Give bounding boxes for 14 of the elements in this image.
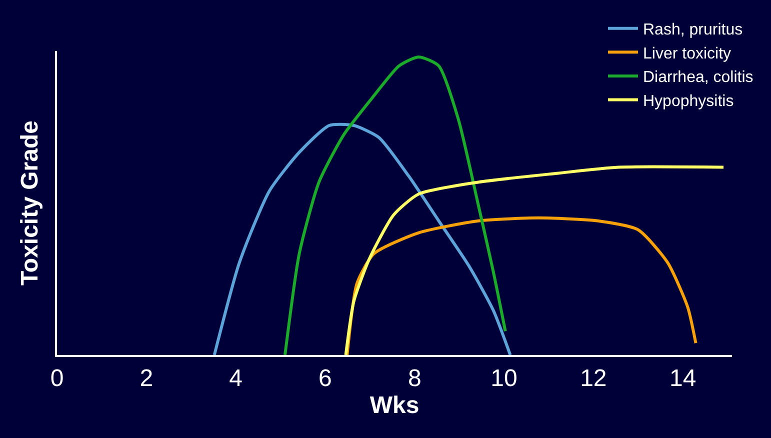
legend-label: Rash, pruritus bbox=[643, 22, 743, 39]
x-axis-title: Wks bbox=[370, 392, 420, 419]
legend-label: Hypophysitis bbox=[643, 93, 734, 110]
legend-label: Diarrhea, colitis bbox=[643, 69, 754, 86]
legend-label: Liver toxicity bbox=[643, 45, 732, 62]
x-tick-label: 2 bbox=[140, 364, 154, 392]
x-tick-label: 4 bbox=[229, 364, 242, 392]
y-axis-title: Toxicity Grade bbox=[16, 120, 44, 286]
x-tick-label: 6 bbox=[318, 364, 332, 392]
x-tick-label: 0 bbox=[50, 364, 64, 392]
x-tick-label: 12 bbox=[580, 364, 607, 392]
x-tick-label: 8 bbox=[408, 364, 422, 392]
x-tick-label: 14 bbox=[669, 364, 696, 392]
x-tick-label: 10 bbox=[490, 364, 518, 392]
